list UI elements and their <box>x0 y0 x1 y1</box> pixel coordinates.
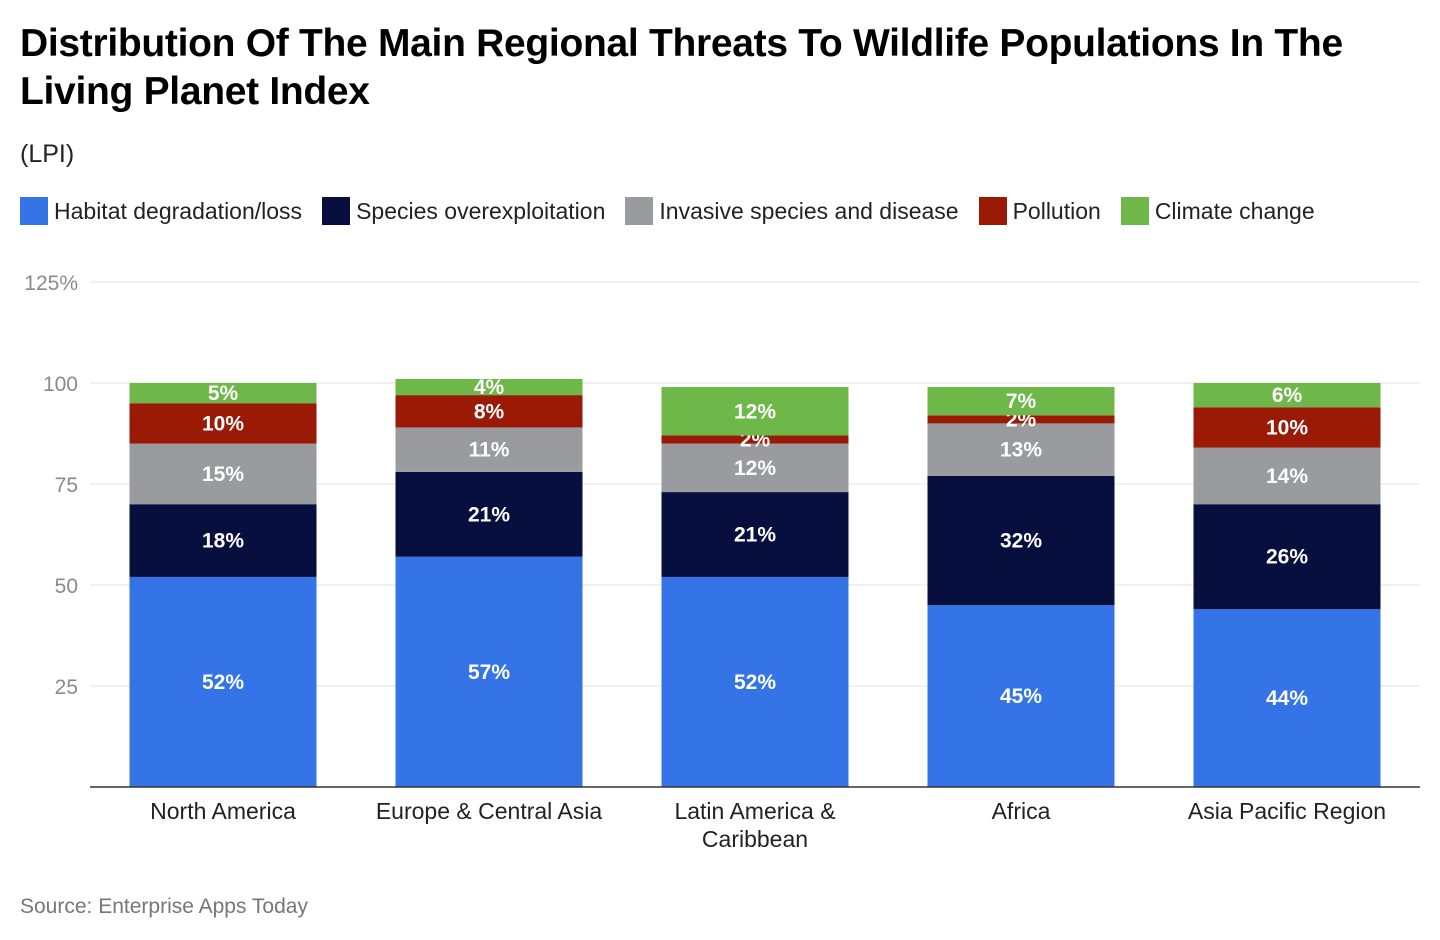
legend-item: Climate change <box>1120 197 1315 225</box>
data-label: 57% <box>468 661 510 684</box>
bar-segment <box>395 427 583 472</box>
legend-label: Climate change <box>1154 197 1315 224</box>
x-category-label: North America <box>150 798 296 824</box>
legend-swatch <box>625 197 654 225</box>
data-label: 44% <box>1266 687 1308 710</box>
chart-legend: Habitat degradation/loss Species overexpl… <box>20 194 1335 228</box>
bar-segment <box>661 435 849 444</box>
data-label: 4% <box>474 376 505 399</box>
data-label: 52% <box>202 671 244 694</box>
data-label: 45% <box>1000 685 1042 708</box>
legend-item: Invasive species and disease <box>625 197 959 225</box>
bar-segment <box>661 576 849 787</box>
bar-segment <box>1193 504 1381 610</box>
source-note: Source: Enterprise Apps Today <box>20 895 308 918</box>
data-label: 18% <box>202 530 244 553</box>
bar-segment <box>395 556 583 787</box>
data-label: 10% <box>202 412 244 435</box>
bar-segment <box>661 443 849 493</box>
bar-segment <box>661 492 849 577</box>
bar-segment <box>1193 447 1381 505</box>
bar-segment <box>927 605 1115 787</box>
legend-label: Pollution <box>1012 197 1101 224</box>
y-tick-label: 75 <box>55 474 78 497</box>
x-category-label: Europe & Central Asia <box>376 798 603 824</box>
data-label: 14% <box>1266 465 1308 488</box>
bar-segment <box>1193 609 1381 787</box>
legend-label: Habitat degradation/loss <box>54 197 303 224</box>
bar-segment <box>395 395 583 428</box>
data-label: 11% <box>469 439 510 462</box>
x-category-label: Asia Pacific Region <box>1188 798 1386 824</box>
data-label: 26% <box>1266 546 1308 569</box>
legend-item: Habitat degradation/loss <box>20 197 302 225</box>
data-label: 6% <box>1272 384 1303 407</box>
data-label: 52% <box>734 671 776 694</box>
bar-segment <box>927 415 1115 424</box>
bar-segment <box>661 387 849 436</box>
data-label: 15% <box>202 463 244 486</box>
bar-segment <box>129 504 317 577</box>
data-label: 13% <box>1000 439 1042 462</box>
data-label: 21% <box>734 524 776 547</box>
legend-swatch <box>20 197 48 225</box>
bar-segment <box>927 387 1115 416</box>
bar-segment <box>1193 407 1381 448</box>
y-tick-label: 25 <box>55 676 78 699</box>
bar-segment <box>927 423 1115 476</box>
y-tick-label: 100 <box>43 373 78 396</box>
y-tick-label: 125% <box>24 272 78 295</box>
data-label: 32% <box>1000 530 1042 553</box>
data-label: 8% <box>474 400 505 423</box>
x-category-label: Africa <box>992 798 1051 824</box>
legend-item: Pollution <box>978 197 1101 225</box>
data-label: 5% <box>208 382 239 405</box>
bar-segment <box>1193 383 1381 408</box>
data-label: 12% <box>734 457 776 480</box>
bar-segment <box>129 383 317 404</box>
legend-swatch <box>978 197 1007 225</box>
legend-label: Invasive species and disease <box>659 197 959 224</box>
legend-label: Species overexploitation <box>356 197 606 224</box>
x-category-label: Latin America & Caribbean <box>674 798 835 852</box>
data-label: 12% <box>734 400 776 423</box>
data-label: 7% <box>1006 390 1037 413</box>
legend-swatch <box>322 197 351 225</box>
bar-segment <box>129 443 317 505</box>
bar-segment <box>129 576 317 787</box>
data-label: 10% <box>1266 416 1308 439</box>
chart-title: Distribution Of The Main Regional Threat… <box>20 22 1343 113</box>
y-tick-label: 50 <box>55 575 78 598</box>
stacked-bar-chart: 25 50 75 100 125% 52% 18% 15% 10% 5% North America… <box>24 272 1420 852</box>
data-label: 21% <box>468 503 510 526</box>
bar-segment <box>129 403 317 444</box>
legend-item: Species overexploitation <box>322 197 605 225</box>
bar-segment <box>395 471 583 557</box>
bar-segment <box>395 378 583 396</box>
bar-segment <box>927 475 1115 606</box>
chart-subtitle: (LPI) <box>20 140 75 168</box>
legend-swatch <box>1120 197 1149 225</box>
